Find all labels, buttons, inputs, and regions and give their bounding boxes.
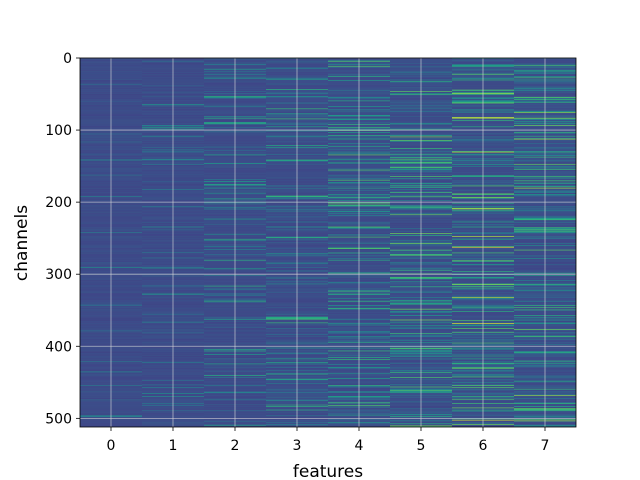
y-tick-label: 500: [45, 411, 72, 427]
x-tick-label: 1: [169, 438, 178, 454]
x-axis-label: features: [293, 462, 363, 480]
x-tick-label: 0: [107, 438, 116, 454]
y-axis-label: channels: [12, 205, 32, 281]
y-tick-label: 400: [45, 339, 72, 355]
y-tick-label: 200: [45, 195, 72, 211]
x-tick-label: 5: [417, 438, 426, 454]
heatmap-cells: [80, 58, 576, 427]
x-tick-label: 2: [231, 438, 240, 454]
y-axis: 0 100 200 300 400 500: [45, 51, 80, 427]
x-axis: 0 1 2 3 4 5 6 7: [107, 427, 550, 454]
x-tick-label: 3: [293, 438, 302, 454]
grid-lines: [80, 57, 576, 427]
x-tick-label: 7: [541, 438, 550, 454]
y-tick-label: 300: [45, 267, 72, 283]
y-tick-label: 100: [45, 123, 72, 139]
y-tick-label: 0: [63, 51, 72, 67]
x-tick-label: 6: [479, 438, 488, 454]
x-tick-label: 4: [355, 438, 364, 454]
plot-frame: [79, 57, 577, 428]
